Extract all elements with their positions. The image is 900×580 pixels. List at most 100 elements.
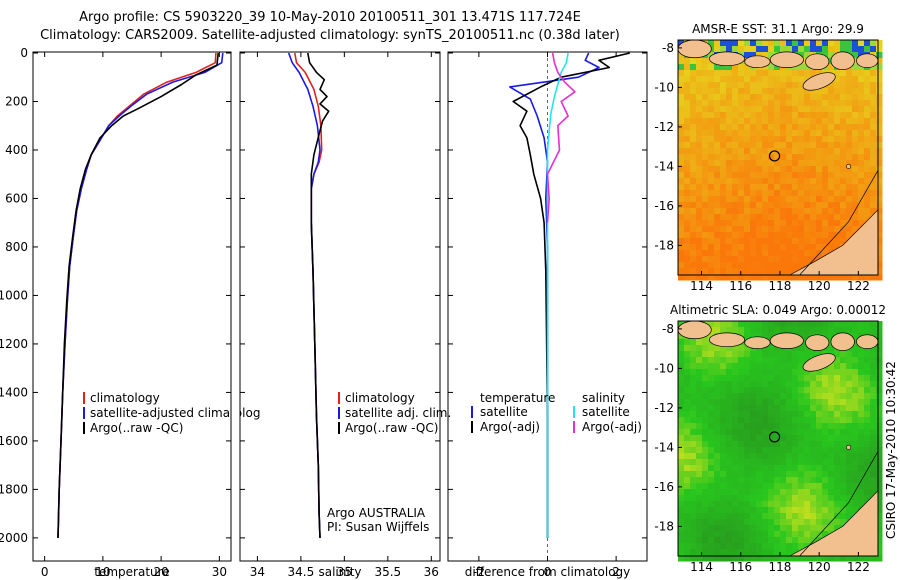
sst-map-reef	[846, 163, 852, 169]
sla-map-cell	[810, 369, 817, 376]
sla-map-cell	[822, 411, 829, 418]
sla-map-cell	[804, 465, 811, 472]
sla-map-cell	[834, 501, 841, 508]
sla-map-cell	[684, 501, 691, 508]
sla-map-cell	[684, 363, 691, 370]
sst-map-cell	[846, 136, 853, 143]
sla-map-cell	[762, 447, 769, 454]
sla-map-cell	[720, 483, 727, 490]
sla-map-cell	[684, 459, 691, 466]
sst-map-cell	[714, 106, 721, 113]
sst-map-cell	[864, 46, 871, 53]
sla-map-cell	[876, 351, 883, 358]
sst-map-cell	[756, 214, 763, 221]
sla-map-cell	[792, 453, 799, 460]
sla-map-cell	[690, 459, 697, 466]
sst-map-cell	[708, 196, 715, 203]
sla-map-frame	[677, 320, 879, 557]
sla-map-cell	[786, 525, 793, 532]
sla-map-cell	[732, 441, 739, 448]
sst-map-cell	[726, 256, 733, 263]
sla-map-cell	[714, 459, 721, 466]
sst-map-cell	[822, 142, 829, 149]
sla-map-cell	[708, 513, 715, 520]
sst-map-cell	[768, 196, 775, 203]
sla-map-cell	[714, 327, 721, 334]
sla-map-cell	[798, 477, 805, 484]
sst-map-cell	[786, 184, 793, 191]
sst-map-cell	[876, 172, 883, 179]
sst-map-cell	[696, 130, 703, 137]
sst-map-cell	[750, 178, 757, 185]
sst-map-cell	[852, 76, 859, 83]
sla-map-cell	[744, 465, 751, 472]
sla-map-cell	[876, 447, 883, 454]
sst-map-cell	[870, 118, 877, 125]
sla-map-cell	[684, 429, 691, 436]
sst-map-cell	[810, 208, 817, 215]
sla-map-cell	[792, 501, 799, 508]
sst-map-cell	[852, 40, 859, 47]
sst-map-cell	[792, 94, 799, 101]
sst-map-cell	[852, 184, 859, 191]
sst-map-cell	[678, 118, 685, 125]
sla-map-cell	[876, 357, 883, 364]
sla-map-cell	[756, 363, 763, 370]
sst-map-xtick-label: 118	[769, 279, 792, 293]
sla-map-cell	[876, 501, 883, 508]
sst-map-ytick-label: -14	[654, 159, 674, 173]
sst-map-cell	[756, 274, 763, 281]
sla-map-cell	[696, 399, 703, 406]
sla-map-cell	[678, 411, 685, 418]
sla-map-cell	[804, 519, 811, 526]
sla-map-cell	[738, 501, 745, 508]
sst-map-cell	[810, 130, 817, 137]
sst-map-cell	[738, 130, 745, 137]
sst-map-cell	[702, 58, 709, 65]
sla-map-cell	[702, 351, 709, 358]
sla-map-cell	[780, 507, 787, 514]
sla-map-cell	[816, 411, 823, 418]
sla-map-cell	[822, 477, 829, 484]
sst-map-cell	[684, 226, 691, 233]
sla-map-cell	[816, 525, 823, 532]
sla-map-cell	[852, 339, 859, 346]
salinity-series-argo	[307, 52, 330, 538]
sla-map-cell	[762, 435, 769, 442]
sla-map-cell	[798, 333, 805, 340]
sst-map-cell	[876, 106, 883, 113]
sla-map-cell	[828, 417, 835, 424]
sst-map-cell	[828, 190, 835, 197]
sla-map-cell	[822, 489, 829, 496]
depth-tick-label: 200	[5, 94, 28, 108]
sst-map-cell	[804, 172, 811, 179]
sst-map-cell	[864, 136, 871, 143]
sst-map-cell	[804, 124, 811, 131]
sst-map-cell	[768, 82, 775, 89]
sst-map-cell	[780, 256, 787, 263]
sla-map-cell	[738, 381, 745, 388]
sla-map-cell	[804, 435, 811, 442]
sst-map-cell	[828, 166, 835, 173]
sla-map-cell	[852, 417, 859, 424]
sla-map-cell	[684, 453, 691, 460]
sla-map-cell	[708, 411, 715, 418]
sla-map-cell	[858, 555, 865, 562]
sst-map-cell	[738, 142, 745, 149]
sst-map-cell	[792, 262, 799, 269]
sla-map-cell	[870, 387, 877, 394]
sla-map-cell	[876, 489, 883, 496]
sla-map-cell	[744, 441, 751, 448]
sla-map-cell	[834, 459, 841, 466]
sla-map-cell	[864, 555, 871, 562]
sst-map-cell	[726, 94, 733, 101]
sst-map-cell	[780, 82, 787, 89]
sla-map-cell	[804, 387, 811, 394]
sla-map-cell	[756, 405, 763, 412]
sla-map-cell	[786, 489, 793, 496]
sst-map-cell	[780, 94, 787, 101]
sla-map-cell	[708, 399, 715, 406]
sla-map-cell	[684, 435, 691, 442]
sst-map-cell	[690, 100, 697, 107]
sla-map-cell	[786, 495, 793, 502]
